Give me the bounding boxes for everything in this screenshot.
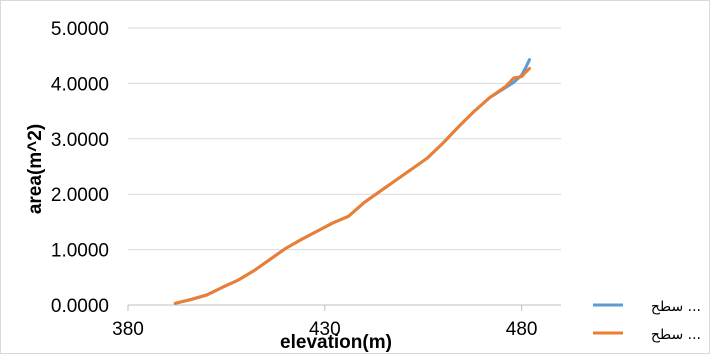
tick-label-layer: 380 430 4800.00001.00002.00003.00004.00005…: [51, 19, 538, 340]
x-tick-label: 480: [506, 319, 538, 340]
y-tick-label: 1.0000: [51, 241, 109, 262]
grid-layer: [128, 28, 561, 250]
y-tick-label: 0.0000: [51, 296, 109, 317]
series-line-2: [175, 68, 529, 303]
legend-label: سطح ...: [651, 299, 701, 315]
y-tick-label: 2.0000: [51, 185, 109, 206]
y-tick-label: 5.0000: [51, 19, 109, 40]
legend-label: سطح ...: [651, 327, 701, 343]
y-axis-title: area(m^2): [25, 124, 46, 214]
series-line-1: [175, 60, 529, 304]
y-tick-label: 4.0000: [51, 74, 109, 95]
series-layer: [175, 60, 529, 304]
legend-entry-1: سطح ...: [593, 299, 701, 315]
x-tick-label: 380: [112, 319, 144, 340]
legend-entry-2: سطح ...: [593, 327, 701, 343]
axis-layer: [128, 305, 561, 311]
legend: سطح ... سطح ...: [593, 299, 701, 343]
x-axis-title: elevation(m): [280, 332, 392, 353]
y-tick-label: 3.0000: [51, 130, 109, 151]
